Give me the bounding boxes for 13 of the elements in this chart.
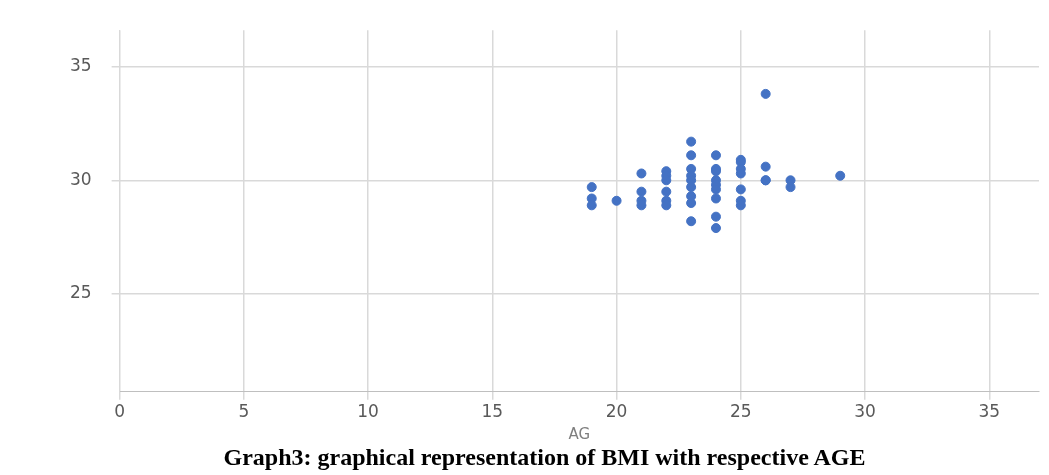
x-tick-label: 35	[978, 401, 1001, 422]
x-tick-label: 5	[238, 401, 250, 422]
x-tick-label: 20	[605, 401, 628, 422]
text: Graph3: graphical representation of BMI with respective AGE	[223, 443, 866, 470]
x-tick-label: 15	[481, 401, 504, 422]
x-tick-label: 0	[114, 401, 126, 422]
x-tick-label: 30	[854, 401, 876, 422]
y-tick-label: 30	[69, 168, 92, 189]
x-tick-label: 25	[730, 401, 752, 422]
y-tick-label: 25	[69, 282, 92, 303]
x-tick-label: 10	[357, 401, 379, 422]
x-axis-title: AG	[568, 425, 591, 444]
y-tick-label: 35	[69, 55, 92, 76]
